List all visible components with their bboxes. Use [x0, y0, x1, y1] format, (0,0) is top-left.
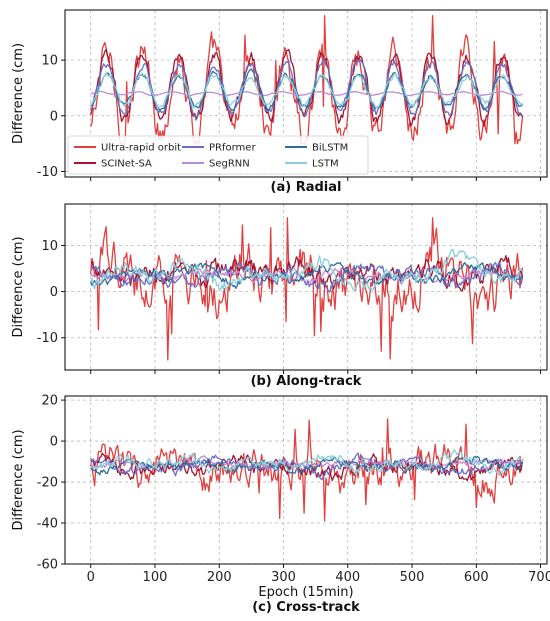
x-tick-label: 600: [464, 570, 489, 585]
y-tick-label: 10: [41, 239, 58, 254]
legend: Ultra-rapid orbit SCINet-SA PRformer Seg…: [67, 135, 369, 175]
series-line-prformer: [90, 261, 524, 293]
legend-label: BiLSTM: [312, 143, 348, 154]
y-tick-label: 0: [50, 285, 58, 300]
plot-frame: [64, 395, 548, 565]
series-cross-track: [90, 418, 524, 522]
x-ticks-radial: [90, 177, 542, 181]
y-tick-label: -60: [37, 558, 58, 573]
series-line-bilstm: [90, 68, 524, 111]
x-tick-label: 200: [207, 570, 232, 585]
series-line-lstm: [90, 449, 524, 475]
y-tick-label: 0: [50, 109, 58, 124]
legend-item-prformer: PRformer: [182, 143, 256, 154]
legend-item-lstm: LSTM: [285, 159, 339, 170]
y-tick-label: 10: [41, 54, 58, 69]
x-ticks-cross-track: 0 100 200 300 400 500 600 700: [87, 564, 550, 585]
legend-item-scinet-sa: SCINet-SA: [74, 159, 152, 170]
x-tick-label: 700: [528, 570, 550, 585]
y-tick-label: -40: [37, 517, 58, 532]
panel-cross-track: -60 -40 -20 0 20 0 100 200 300 400 500 600 700 Diff…: [11, 394, 550, 615]
x-ticks-along-track: [90, 370, 542, 374]
x-tick-label: 500: [400, 570, 425, 585]
x-axis-label: Epoch (15min): [258, 585, 353, 600]
y-tick-label: 0: [50, 435, 58, 450]
y-axis-label-cross-track: Difference (cm): [11, 429, 26, 530]
y-axis-label-along-track: Difference (cm): [11, 236, 26, 337]
grid-cross-track: [65, 396, 547, 565]
series-line-prformer: [90, 58, 523, 120]
y-tick-label: -10: [37, 331, 58, 346]
plot-frame: [64, 203, 548, 371]
series-along-track: [90, 217, 524, 361]
panel-radial: -10 0 10 Difference (cm) (a) Radial Ultra-…: [11, 9, 548, 195]
series-line-lstm: [90, 248, 523, 292]
y-ticks-cross-track: -60 -40 -20 0 20: [37, 394, 65, 573]
series-line-lstm: [90, 72, 524, 109]
panel-along-track: -10 0 10 Difference (cm) (b) Along-track: [11, 203, 548, 389]
caption-radial: (a) Radial: [271, 180, 342, 195]
y-tick-label: -10: [37, 165, 58, 180]
y-tick-label: 20: [41, 394, 58, 409]
legend-item-bilstm: BiLSTM: [285, 143, 348, 154]
legend-label: Ultra-rapid orbit: [101, 143, 181, 154]
series-line-segrnn: [90, 90, 523, 97]
y-ticks-radial: -10 0 10: [37, 54, 65, 180]
series-line-scinet-sa: [90, 452, 524, 482]
legend-box: [67, 135, 369, 175]
legend-label: LSTM: [312, 159, 339, 170]
legend-label: PRformer: [209, 143, 256, 154]
legend-label: SegRNN: [209, 159, 250, 170]
legend-label: SCINet-SA: [101, 159, 152, 170]
plot-frame: [64, 9, 548, 178]
y-ticks-along-track: -10 0 10: [37, 239, 65, 346]
x-tick-label: 300: [271, 570, 296, 585]
caption-along-track: (b) Along-track: [251, 374, 362, 389]
series-line-ultra-rapid-orbit: [90, 217, 524, 361]
series-line-bilstm: [90, 262, 524, 289]
y-axis-label-radial: Difference (cm): [11, 43, 26, 144]
plot-area-along-track: [64, 203, 548, 371]
legend-item-ultra-rapid-orbit: Ultra-rapid orbit: [74, 143, 181, 154]
x-tick-label: 400: [335, 570, 360, 585]
series-radial: [90, 14, 524, 145]
x-tick-label: 100: [143, 570, 168, 585]
y-tick-label: -20: [37, 476, 58, 491]
x-tick-label: 0: [87, 570, 95, 585]
legend-item-segrnn: SegRNN: [182, 159, 250, 170]
caption-cross-track: (c) Cross-track: [252, 600, 360, 615]
